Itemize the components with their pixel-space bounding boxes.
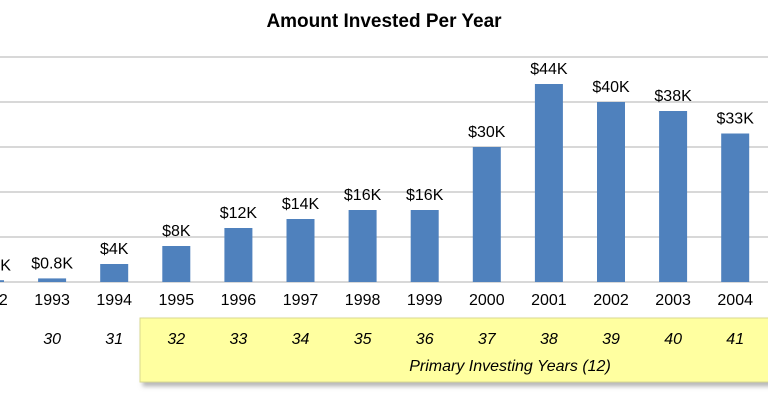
x-tick-label: 2001 xyxy=(531,292,567,309)
bar xyxy=(348,210,377,282)
value-label: $40K xyxy=(592,79,630,96)
x-tick-label: 1993 xyxy=(34,292,70,309)
value-label: $44K xyxy=(530,61,568,78)
age-label: 41 xyxy=(726,331,744,348)
value-label: $16K xyxy=(406,187,444,204)
age-label: 32 xyxy=(167,331,185,348)
value-label: $16K xyxy=(344,187,382,204)
value-label: $38K xyxy=(654,88,692,105)
x-tick-label: 1992 xyxy=(0,292,8,309)
bar xyxy=(597,102,625,282)
value-label: $12K xyxy=(220,205,258,222)
age-label: 37 xyxy=(478,331,497,348)
bar xyxy=(410,210,439,282)
x-tick-label: 1995 xyxy=(159,292,195,309)
bar xyxy=(472,147,501,282)
value-label: $30K xyxy=(468,124,506,141)
x-tick-label: 1994 xyxy=(96,292,132,309)
value-label: $0.4K xyxy=(0,257,11,274)
annotation-box xyxy=(139,317,768,383)
x-tick-label: 1999 xyxy=(407,292,443,309)
age-label: 36 xyxy=(416,331,434,348)
age-label: 30 xyxy=(43,331,61,348)
x-tick-label: 2004 xyxy=(717,292,753,309)
annotation: Primary Investing Years (12) xyxy=(409,358,611,375)
age-label: 38 xyxy=(540,331,558,348)
chart-title: Amount Invested Per Year xyxy=(266,11,502,32)
age-label: 40 xyxy=(664,331,682,348)
value-label: $14K xyxy=(282,196,320,213)
x-tick-label: 1996 xyxy=(221,292,257,309)
bar xyxy=(659,111,688,282)
age-label: 34 xyxy=(292,331,310,348)
age-label: 33 xyxy=(230,331,248,348)
age-label: 31 xyxy=(105,331,123,348)
bar xyxy=(38,278,67,282)
x-tick-label: 2002 xyxy=(593,292,629,309)
age-label: 39 xyxy=(602,331,620,348)
bar xyxy=(100,264,129,282)
x-tick-label: 2003 xyxy=(655,292,691,309)
bar xyxy=(721,133,750,282)
bar xyxy=(162,246,191,282)
x-tick-label: 1997 xyxy=(283,292,319,309)
bar xyxy=(286,219,315,282)
x-tick-label: 1998 xyxy=(345,292,381,309)
bar xyxy=(224,228,253,282)
bar xyxy=(0,280,4,282)
x-tick-label: 2000 xyxy=(469,292,505,309)
age-label: 35 xyxy=(354,331,372,348)
value-label: $33K xyxy=(717,111,755,128)
value-label: $8K xyxy=(162,223,191,240)
value-label: $4K xyxy=(100,241,129,258)
value-label: $0.8K xyxy=(31,256,73,273)
bar xyxy=(534,84,563,282)
